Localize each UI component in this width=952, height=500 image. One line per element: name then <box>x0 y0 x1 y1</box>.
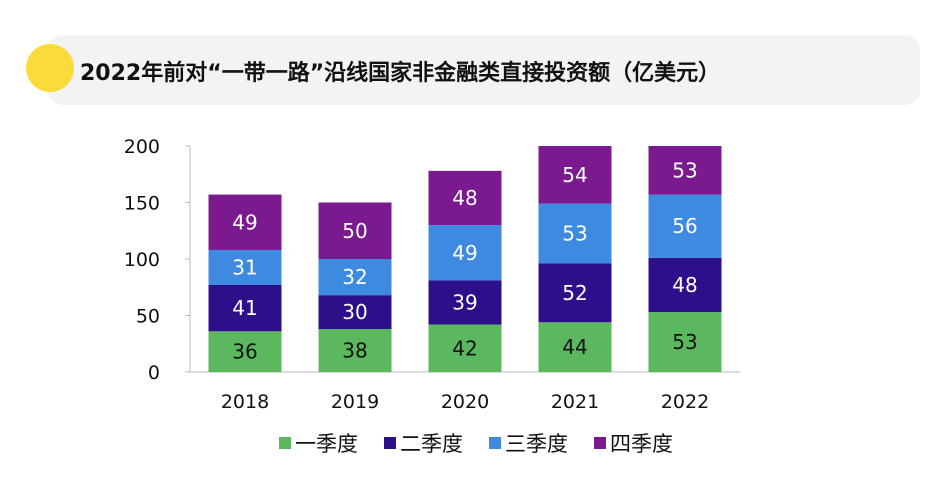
bar-segment <box>538 146 612 204</box>
x-tick-label: 2022 <box>661 391 709 413</box>
y-tick-label: 150 <box>124 193 160 215</box>
legend-item: 四季度 <box>594 428 673 458</box>
legend-swatch <box>489 437 501 449</box>
data-label: 39 <box>452 291 477 315</box>
data-label: 48 <box>672 273 697 297</box>
data-label: 31 <box>232 255 257 279</box>
bar-segment <box>318 295 392 330</box>
bar-segment <box>538 322 612 372</box>
data-label: 52 <box>562 281 587 305</box>
legend-item: 一季度 <box>279 428 358 458</box>
data-label: 48 <box>452 186 477 210</box>
legend-label: 四季度 <box>610 432 673 456</box>
bar-segment <box>208 249 282 285</box>
legend-swatch <box>384 437 396 449</box>
data-label: 30 <box>342 300 367 324</box>
bar-segment <box>208 331 282 372</box>
legend-item: 二季度 <box>384 428 463 458</box>
data-label: 56 <box>672 214 697 238</box>
y-tick-label: 0 <box>148 362 160 384</box>
bar-segment <box>318 259 392 296</box>
x-tick-label: 2018 <box>221 391 269 413</box>
title-dot-icon <box>26 44 74 92</box>
bar-segment <box>648 194 722 258</box>
data-label: 53 <box>672 158 697 182</box>
bar-segment <box>538 203 612 264</box>
title-bar <box>48 35 920 105</box>
x-tick-label: 2019 <box>331 391 379 413</box>
data-label: 49 <box>452 241 477 265</box>
legend-label: 二季度 <box>400 432 463 456</box>
bar-segment <box>428 170 502 226</box>
data-label: 42 <box>452 336 477 360</box>
y-tick-label: 50 <box>136 306 160 328</box>
bar-segment <box>208 194 282 250</box>
data-label: 49 <box>232 210 257 234</box>
bar-segment <box>208 284 282 332</box>
bar-segment <box>318 329 392 372</box>
data-label: 44 <box>562 335 587 359</box>
bar-segment <box>428 324 502 372</box>
y-tick-label: 100 <box>124 249 160 271</box>
legend-swatch <box>279 437 291 449</box>
bar-segment <box>538 263 612 323</box>
bar-segment <box>428 280 502 325</box>
data-label: 41 <box>232 296 257 320</box>
data-label: 53 <box>672 330 697 354</box>
bar-segment <box>318 202 392 259</box>
bar-segment <box>648 257 722 313</box>
data-label: 53 <box>562 222 587 246</box>
data-label: 54 <box>562 163 587 187</box>
chart-title: 2022年前对“一带一路”沿线国家非金融类直接投资额（亿美元） <box>80 61 721 86</box>
bar-segment <box>428 225 502 281</box>
x-tick-label: 2021 <box>551 391 599 413</box>
data-label: 32 <box>342 265 367 289</box>
data-label: 36 <box>232 340 257 364</box>
bar-segment <box>648 312 722 372</box>
x-tick-label: 2020 <box>441 391 489 413</box>
data-label: 50 <box>342 219 367 243</box>
legend-swatch <box>594 437 606 449</box>
legend: 一季度 二季度 三季度 四季度 <box>0 428 952 458</box>
legend-label: 一季度 <box>295 432 358 456</box>
legend-item: 三季度 <box>489 428 568 458</box>
data-label: 38 <box>342 339 367 363</box>
legend-label: 三季度 <box>505 432 568 456</box>
bar-segment <box>648 146 722 195</box>
y-tick-label: 200 <box>124 136 160 158</box>
